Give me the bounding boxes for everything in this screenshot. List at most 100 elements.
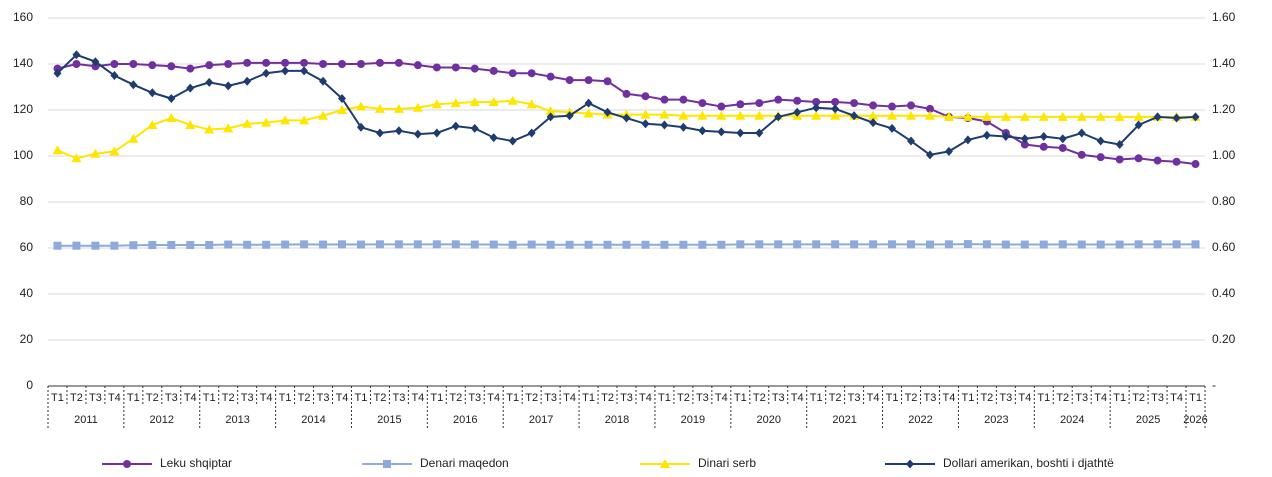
x-year-label: 2018 <box>605 414 629 426</box>
data-point <box>1191 160 1200 169</box>
data-point <box>1153 240 1162 249</box>
data-point <box>1172 157 1181 166</box>
data-point <box>375 58 384 67</box>
data-point <box>375 128 384 138</box>
data-point <box>451 63 460 72</box>
data-point <box>394 240 403 249</box>
data-point <box>72 241 81 250</box>
data-point <box>508 240 517 249</box>
x-year-label: 2019 <box>681 414 705 426</box>
data-point <box>640 109 651 119</box>
data-point <box>1058 143 1067 152</box>
data-point <box>565 76 574 85</box>
x-tick-label: T2 <box>1056 392 1069 404</box>
y-tick-label: 0 <box>26 378 33 392</box>
data-point <box>944 240 953 249</box>
data-point <box>907 101 916 110</box>
data-point <box>546 112 555 122</box>
data-point <box>281 240 290 249</box>
data-point <box>1115 140 1124 149</box>
y-tick-label: 160 <box>13 10 33 24</box>
data-point <box>337 240 346 249</box>
data-point <box>243 240 252 249</box>
data-point <box>53 241 62 250</box>
data-point <box>413 129 422 139</box>
data-point <box>1076 111 1087 121</box>
data-point <box>641 240 650 249</box>
data-point <box>755 128 764 138</box>
data-point <box>584 240 593 249</box>
data-point <box>280 115 291 125</box>
data-point <box>679 95 688 104</box>
legend-label: Dollari amerikan, boshti i djathtë <box>943 456 1114 470</box>
data-point <box>356 122 365 132</box>
data-point <box>888 102 897 111</box>
data-point <box>336 105 347 114</box>
data-point <box>318 110 329 120</box>
data-point <box>129 80 138 90</box>
data-point <box>243 76 252 86</box>
data-point <box>812 97 821 106</box>
legend-marker <box>906 459 914 469</box>
data-point <box>717 102 726 111</box>
data-point <box>1000 111 1011 121</box>
data-point <box>603 240 612 249</box>
data-point <box>1153 112 1162 122</box>
data-point <box>641 119 650 129</box>
data-point <box>716 110 727 120</box>
data-point <box>148 241 157 250</box>
data-point <box>262 58 271 67</box>
data-point <box>1134 120 1143 130</box>
data-point <box>1039 131 1048 141</box>
data-point <box>1057 111 1068 121</box>
x-tick-label: T3 <box>696 392 709 404</box>
data-point <box>735 110 746 120</box>
data-point <box>110 241 119 250</box>
x-tick-label: T3 <box>89 392 102 404</box>
data-point <box>583 108 594 118</box>
x-year-label: 2026 <box>1183 414 1207 426</box>
data-point <box>71 153 82 163</box>
x-tick-label: T4 <box>411 392 424 404</box>
x-tick-label: T3 <box>392 392 405 404</box>
x-tick-label: T4 <box>336 392 349 404</box>
x-tick-label: T2 <box>449 392 462 404</box>
data-point <box>868 110 879 120</box>
data-point <box>413 61 422 70</box>
y-tick-label: 80 <box>20 194 34 208</box>
x-tick-label: T1 <box>430 392 443 404</box>
data-point <box>52 145 63 155</box>
data-point <box>508 69 517 78</box>
x-year-label: 2012 <box>150 414 174 426</box>
data-point <box>129 241 138 250</box>
data-point <box>698 240 707 249</box>
data-point <box>736 240 745 249</box>
data-point <box>982 130 991 140</box>
data-point <box>450 98 461 108</box>
data-point <box>224 81 233 91</box>
data-point <box>470 64 479 73</box>
data-point <box>1077 128 1086 138</box>
data-point <box>603 107 612 117</box>
legend-marker <box>383 460 391 468</box>
x-year-label: 2015 <box>377 414 401 426</box>
x-year-label: 2025 <box>1136 414 1160 426</box>
x-tick-label: T1 <box>127 392 140 404</box>
data-point <box>717 127 726 137</box>
data-point <box>679 240 688 249</box>
y-tick-label: 20 <box>20 332 34 346</box>
x-tick-label: T2 <box>146 392 159 404</box>
data-point <box>1134 154 1143 163</box>
data-point <box>527 128 536 138</box>
data-point <box>1096 136 1105 146</box>
data-point <box>774 240 783 249</box>
data-point <box>622 113 631 123</box>
x-year-label: 2021 <box>832 414 856 426</box>
x-year-label: 2024 <box>1060 414 1084 426</box>
data-point <box>413 240 422 249</box>
data-point <box>412 102 423 112</box>
data-point <box>432 63 441 72</box>
data-point <box>584 76 593 85</box>
data-point <box>319 60 328 68</box>
x-tick-label: T1 <box>961 392 974 404</box>
